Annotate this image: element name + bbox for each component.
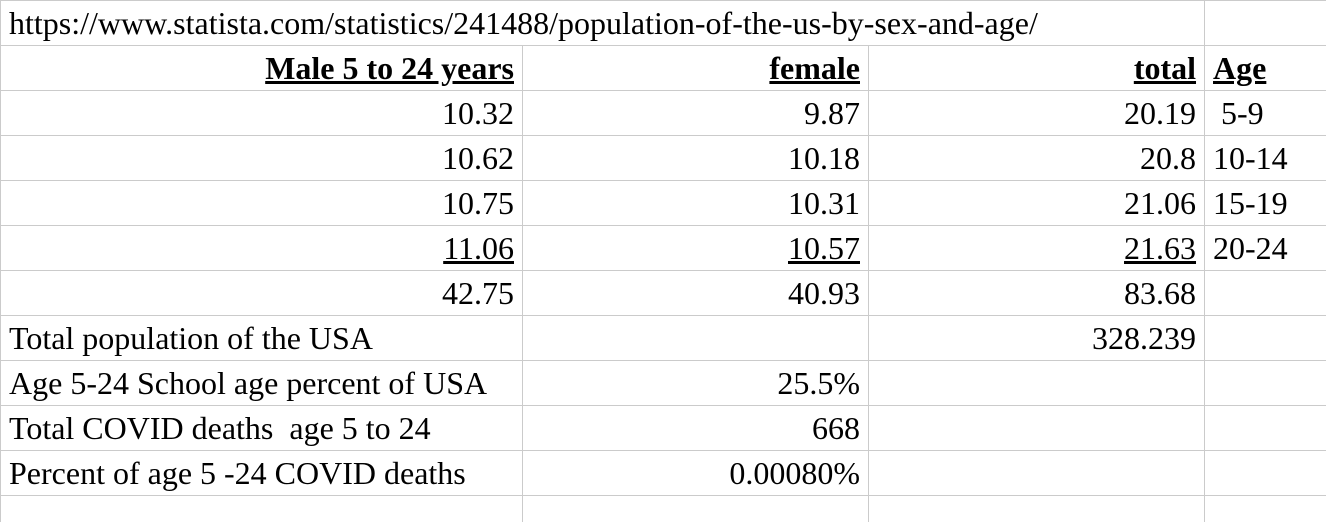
covid-deaths-label-cell[interactable]: Total COVID deaths age 5 to 24 [0, 405, 523, 451]
table-row: 11.06 10.57 21.63 20-24 [0, 225, 1326, 271]
total-10-14-cell[interactable]: 20.8 [867, 135, 1206, 181]
empty-cell[interactable] [867, 360, 1206, 406]
url-cell[interactable]: https://www.statista.com/statistics/2414… [0, 0, 1206, 46]
school-age-percent-value-cell[interactable]: 25.5% [522, 360, 869, 406]
male-20-24-cell[interactable]: 11.06 [0, 225, 523, 271]
school-age-percent-label-cell[interactable]: Age 5-24 School age percent of USA [0, 360, 523, 406]
summary-row: Age 5-24 School age percent of USA 25.5% [0, 360, 1326, 406]
empty-cell[interactable] [1204, 315, 1326, 361]
empty-cell[interactable] [1204, 405, 1326, 451]
total-15-19-cell[interactable]: 21.06 [867, 180, 1206, 226]
header-age-cell[interactable]: Age [1204, 45, 1326, 91]
url-row: https://www.statista.com/statistics/2414… [0, 0, 1326, 46]
empty-row [0, 495, 1326, 522]
empty-cell[interactable] [1204, 0, 1326, 46]
empty-cell[interactable] [867, 405, 1206, 451]
summary-row: Percent of age 5 -24 COVID deaths 0.0008… [0, 450, 1326, 496]
table-row: 10.62 10.18 20.8 10-14 [0, 135, 1326, 181]
female-10-14-cell[interactable]: 10.18 [522, 135, 869, 181]
table-row: 10.32 9.87 20.19 5-9 [0, 90, 1326, 136]
empty-cell[interactable] [522, 315, 869, 361]
summary-row: Total COVID deaths age 5 to 24 668 [0, 405, 1326, 451]
summary-row: Total population of the USA 328.239 [0, 315, 1326, 361]
table-row: 10.75 10.31 21.06 15-19 [0, 180, 1326, 226]
total-5-9-cell[interactable]: 20.19 [867, 90, 1206, 136]
female-5-9-cell[interactable]: 9.87 [522, 90, 869, 136]
covid-death-percent-value-cell[interactable]: 0.00080% [522, 450, 869, 496]
male-10-14-cell[interactable]: 10.62 [0, 135, 523, 181]
empty-cell[interactable] [867, 495, 1206, 522]
header-row: Male 5 to 24 years female total Age [0, 45, 1326, 91]
female-20-24-cell[interactable]: 10.57 [522, 225, 869, 271]
covid-death-percent-label-cell[interactable]: Percent of age 5 -24 COVID deaths [0, 450, 523, 496]
age-label-10-14-cell[interactable]: 10-14 [1204, 135, 1326, 181]
sum-row: 42.75 40.93 83.68 [0, 270, 1326, 316]
age-label-5-9-cell[interactable]: 5-9 [1204, 90, 1326, 136]
header-total-cell[interactable]: total [867, 45, 1206, 91]
header-female-cell[interactable]: female [522, 45, 869, 91]
empty-cell[interactable] [1204, 450, 1326, 496]
male-15-19-cell[interactable]: 10.75 [0, 180, 523, 226]
empty-cell[interactable] [0, 495, 523, 522]
male-5-9-cell[interactable]: 10.32 [0, 90, 523, 136]
age-label-20-24-cell[interactable]: 20-24 [1204, 225, 1326, 271]
covid-deaths-value-cell[interactable]: 668 [522, 405, 869, 451]
total-20-24-cell[interactable]: 21.63 [867, 225, 1206, 271]
total-us-population-label-cell[interactable]: Total population of the USA [0, 315, 523, 361]
empty-cell[interactable] [1204, 360, 1326, 406]
total-sum-cell[interactable]: 83.68 [867, 270, 1206, 316]
empty-cell[interactable] [522, 495, 869, 522]
female-15-19-cell[interactable]: 10.31 [522, 180, 869, 226]
total-us-population-value-cell[interactable]: 328.239 [867, 315, 1206, 361]
empty-cell[interactable] [1204, 270, 1326, 316]
age-label-15-19-cell[interactable]: 15-19 [1204, 180, 1326, 226]
female-sum-cell[interactable]: 40.93 [522, 270, 869, 316]
header-male-years-cell[interactable]: Male 5 to 24 years [0, 45, 523, 91]
empty-cell[interactable] [1204, 495, 1326, 522]
empty-cell[interactable] [867, 450, 1206, 496]
male-sum-cell[interactable]: 42.75 [0, 270, 523, 316]
